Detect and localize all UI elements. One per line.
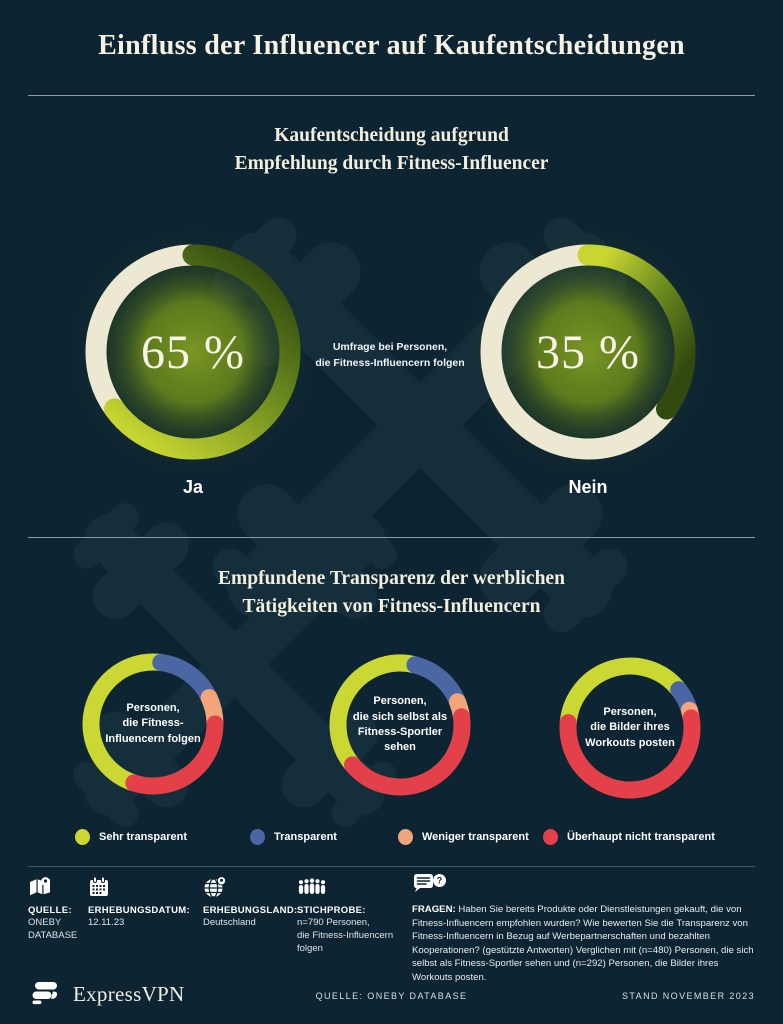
section-transparency-heading: Empfundene Transparenz der werblichen Tä… [0, 565, 783, 622]
meta-value: folgen [297, 943, 323, 955]
legend-label: Überhaupt nicht transparent [567, 831, 715, 843]
expressvpn-logo-icon [28, 974, 64, 1015]
legend-dot [398, 829, 413, 845]
section-transparency-heading-line2: Tätigkeiten von Fitness-Influencern [242, 596, 541, 618]
donut-chart-followers: Personen, die Fitness- Influencern folgen [68, 639, 238, 809]
questions-body: Haben Sie bereits Produkte oder Dienstle… [412, 904, 754, 984]
globe-pin-icon [203, 874, 295, 898]
brand-lockup: ExpressVPN [28, 974, 185, 1015]
donut-center-label-posters: Personen, die Bilder ihres Workouts posten [585, 705, 675, 749]
legend-dot [75, 829, 90, 845]
section-purchase-heading: Kaufentscheidung aufgrund Empfehlung dur… [0, 122, 783, 179]
section-purchase-heading-line1: Kaufentscheidung aufgrund [274, 125, 509, 146]
section-purchase-heading-line2: Empfehlung durch Fitness-Influencer [234, 153, 549, 175]
questions-block: ? FRAGEN: Haben Sie bereits Produkte ode… [412, 872, 758, 985]
legend-label: Transparent [274, 831, 337, 843]
legend-dot [250, 829, 265, 845]
speech-question-icon: ? [412, 872, 758, 898]
donut-chart-ja: 65 % [53, 212, 333, 492]
legend-item-sehr-transparent: Sehr transparent [75, 829, 187, 845]
legend-item-transparent: Transparent [250, 829, 337, 845]
map-icon [28, 874, 86, 898]
meta-value: Deutschland [203, 917, 256, 928]
meta-label: QUELLE: [28, 905, 72, 916]
donut-chart-athletes: Personen, die sich selbst als Fitness-Spor… [315, 640, 485, 810]
questions-text: FRAGEN: Haben Sie bereits Produkte oder … [412, 903, 758, 985]
legend-label: Weniger transparent [422, 831, 529, 843]
meta-label: STICHPROBE: [297, 905, 366, 916]
meta-label: ERHEBUNGSDATUM: [88, 905, 190, 916]
footer-stand: STAND NOVEMBER 2023 [622, 991, 755, 1001]
footer-source: QUELLE: ONEBY DATABASE [315, 991, 468, 1001]
divider-footer [28, 866, 755, 867]
survey-note-line2: die Fitness-Influencern folgen [315, 356, 465, 369]
meta-survey-country: ERHEBUNGSLAND: Deutschland [203, 874, 298, 929]
donut-center-label-athletes: Personen, die sich selbst als Fitness-Spor… [352, 695, 448, 754]
calendar-icon [88, 874, 198, 898]
donut-label-nein: Nein [568, 477, 608, 497]
meta-value: n=790 Personen, [297, 917, 370, 928]
meta-value: ONEBY [28, 917, 62, 928]
donut-chart-nein: 35 % [448, 212, 728, 492]
donut-value-nein: 35 % [536, 325, 640, 379]
divider-middle [28, 537, 755, 538]
meta-sample: STICHPROBE: n=790 Personen, die Fitness-… [297, 874, 402, 955]
survey-note: Umfrage bei Personen, die Fitness-Influe… [306, 340, 474, 372]
people-icon [297, 874, 402, 898]
donut-center-label-followers: Personen, die Fitness- Influencern folgen [105, 701, 201, 745]
legend-item-ueberhaupt-nicht-transparent: Überhaupt nicht transparent [543, 829, 715, 845]
legend-dot [543, 829, 558, 845]
meta-survey-date: ERHEBUNGSDATUM: 12.11.23 [88, 874, 198, 929]
brand-name: ExpressVPN [73, 982, 185, 1006]
donut-label-ja: Ja [182, 477, 204, 497]
meta-label: ERHEBUNGSLAND: [203, 905, 298, 916]
svg-text:?: ? [437, 876, 443, 886]
questions-label: FRAGEN: [412, 904, 456, 915]
donut-value-ja: 65 % [141, 325, 245, 379]
legend-label: Sehr transparent [99, 831, 188, 843]
meta-value: 12.11.23 [88, 917, 125, 928]
divider-top [28, 95, 755, 96]
meta-value: die Fitness-Influencern [297, 930, 394, 942]
meta-source: QUELLE: ONEBY DATABASE [28, 874, 86, 942]
meta-value: DATABASE [28, 930, 78, 942]
donut-chart-posters: Personen, die Bilder ihres Workouts posten [545, 643, 715, 813]
legend-item-weniger-transparent: Weniger transparent [398, 829, 529, 845]
page-title: Einfluss der Influencer auf Kaufentschei… [98, 30, 685, 61]
survey-note-line1: Umfrage bei Personen, [332, 341, 448, 353]
section-transparency-heading-line1: Empfundene Transparenz der werblichen [218, 568, 565, 589]
